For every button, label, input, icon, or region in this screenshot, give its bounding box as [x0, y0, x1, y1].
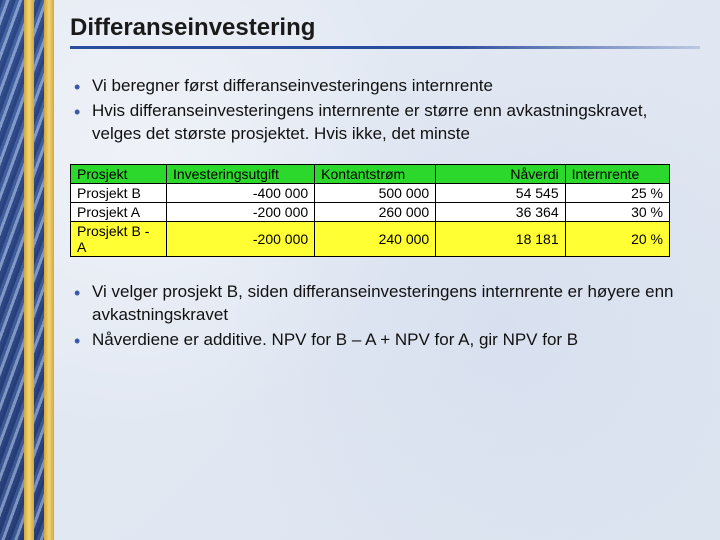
bullet-item: Vi beregner først differanseinvesteringe…	[70, 75, 700, 98]
table-header-row: Prosjekt Investeringsutgift Kontantstrøm…	[71, 164, 670, 183]
bullet-item: Nåverdiene er additive. NPV for B – A + …	[70, 329, 700, 352]
cell-intern: 20 %	[565, 221, 669, 256]
cell-intern: 30 %	[565, 202, 669, 221]
cell-naverdi: 54 545	[436, 183, 565, 202]
cell-kontant: 260 000	[315, 202, 436, 221]
col-header-investering: Investeringsutgift	[167, 164, 315, 183]
comparison-table: Prosjekt Investeringsutgift Kontantstrøm…	[70, 164, 670, 257]
col-header-kontantstrom: Kontantstrøm	[315, 164, 436, 183]
col-header-internrente: Internrente	[565, 164, 669, 183]
bullets-bottom: Vi velger prosjekt B, siden differansein…	[70, 281, 700, 352]
slide-title: Differanseinvestering	[70, 14, 700, 46]
table-row: Prosjekt B -400 000 500 000 54 545 25 %	[71, 183, 670, 202]
cell-kontant: 500 000	[315, 183, 436, 202]
col-header-naverdi: Nåverdi	[436, 164, 565, 183]
bullet-item: Vi velger prosjekt B, siden differansein…	[70, 281, 700, 327]
decorative-gold-band	[44, 0, 54, 540]
bullet-item: Hvis differanseinvesteringens internrent…	[70, 100, 700, 146]
title-underline	[70, 46, 700, 49]
cell-invest: -400 000	[167, 183, 315, 202]
cell-naverdi: 36 364	[436, 202, 565, 221]
cell-invest: -200 000	[167, 221, 315, 256]
comparison-table-wrap: Prosjekt Investeringsutgift Kontantstrøm…	[70, 164, 700, 257]
cell-prosjekt: Prosjekt B	[71, 183, 167, 202]
table-row: Prosjekt A -200 000 260 000 36 364 30 %	[71, 202, 670, 221]
table-row-highlight: Prosjekt B - A -200 000 240 000 18 181 2…	[71, 221, 670, 256]
bullets-top: Vi beregner først differanseinvesteringe…	[70, 75, 700, 146]
cell-kontant: 240 000	[315, 221, 436, 256]
decorative-gold-band	[24, 0, 34, 540]
cell-intern: 25 %	[565, 183, 669, 202]
cell-prosjekt: Prosjekt B - A	[71, 221, 167, 256]
cell-prosjekt: Prosjekt A	[71, 202, 167, 221]
cell-naverdi: 18 181	[436, 221, 565, 256]
col-header-prosjekt: Prosjekt	[71, 164, 167, 183]
cell-invest: -200 000	[167, 202, 315, 221]
slide-content: Differanseinvestering Vi beregner først …	[70, 14, 700, 526]
